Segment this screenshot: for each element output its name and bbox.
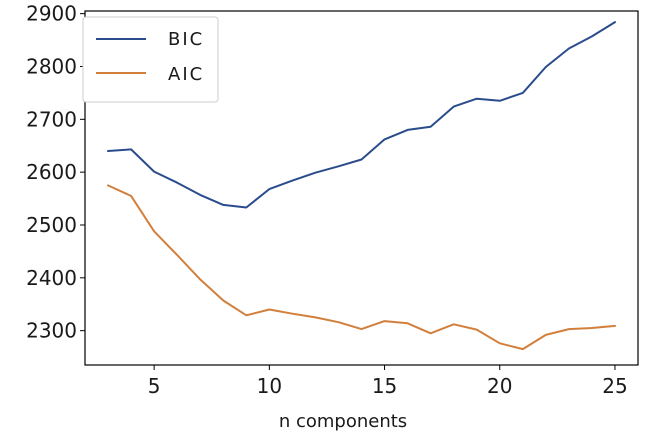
- x-tick-label: 5: [148, 374, 161, 398]
- y-tick-label: 2900: [26, 2, 77, 26]
- y-axis: 2300 2400 2500 2600 2700 2800 2900: [26, 2, 85, 343]
- y-tick-label: 2700: [26, 107, 77, 131]
- x-axis: 5 10 15 20 25: [148, 365, 628, 398]
- series-aic-line: [107, 184, 616, 351]
- y-tick-label: 2400: [26, 266, 77, 290]
- legend-aic-label: AIC: [168, 64, 204, 85]
- y-tick-label: 2300: [26, 319, 77, 343]
- x-axis-label: n components: [279, 411, 407, 432]
- x-tick-label: 15: [372, 374, 397, 398]
- y-tick-label: 2500: [26, 213, 77, 237]
- y-tick-label: 2800: [26, 54, 77, 78]
- x-tick-label: 25: [602, 374, 627, 398]
- series-lines: [107, 21, 616, 351]
- legend: BIC AIC: [82, 16, 219, 103]
- legend-bic-label: BIC: [168, 29, 204, 50]
- x-tick-label: 20: [487, 374, 512, 398]
- series-bic-line: [107, 21, 616, 209]
- y-tick-label: 2600: [26, 160, 77, 184]
- x-tick-label: 10: [257, 374, 282, 398]
